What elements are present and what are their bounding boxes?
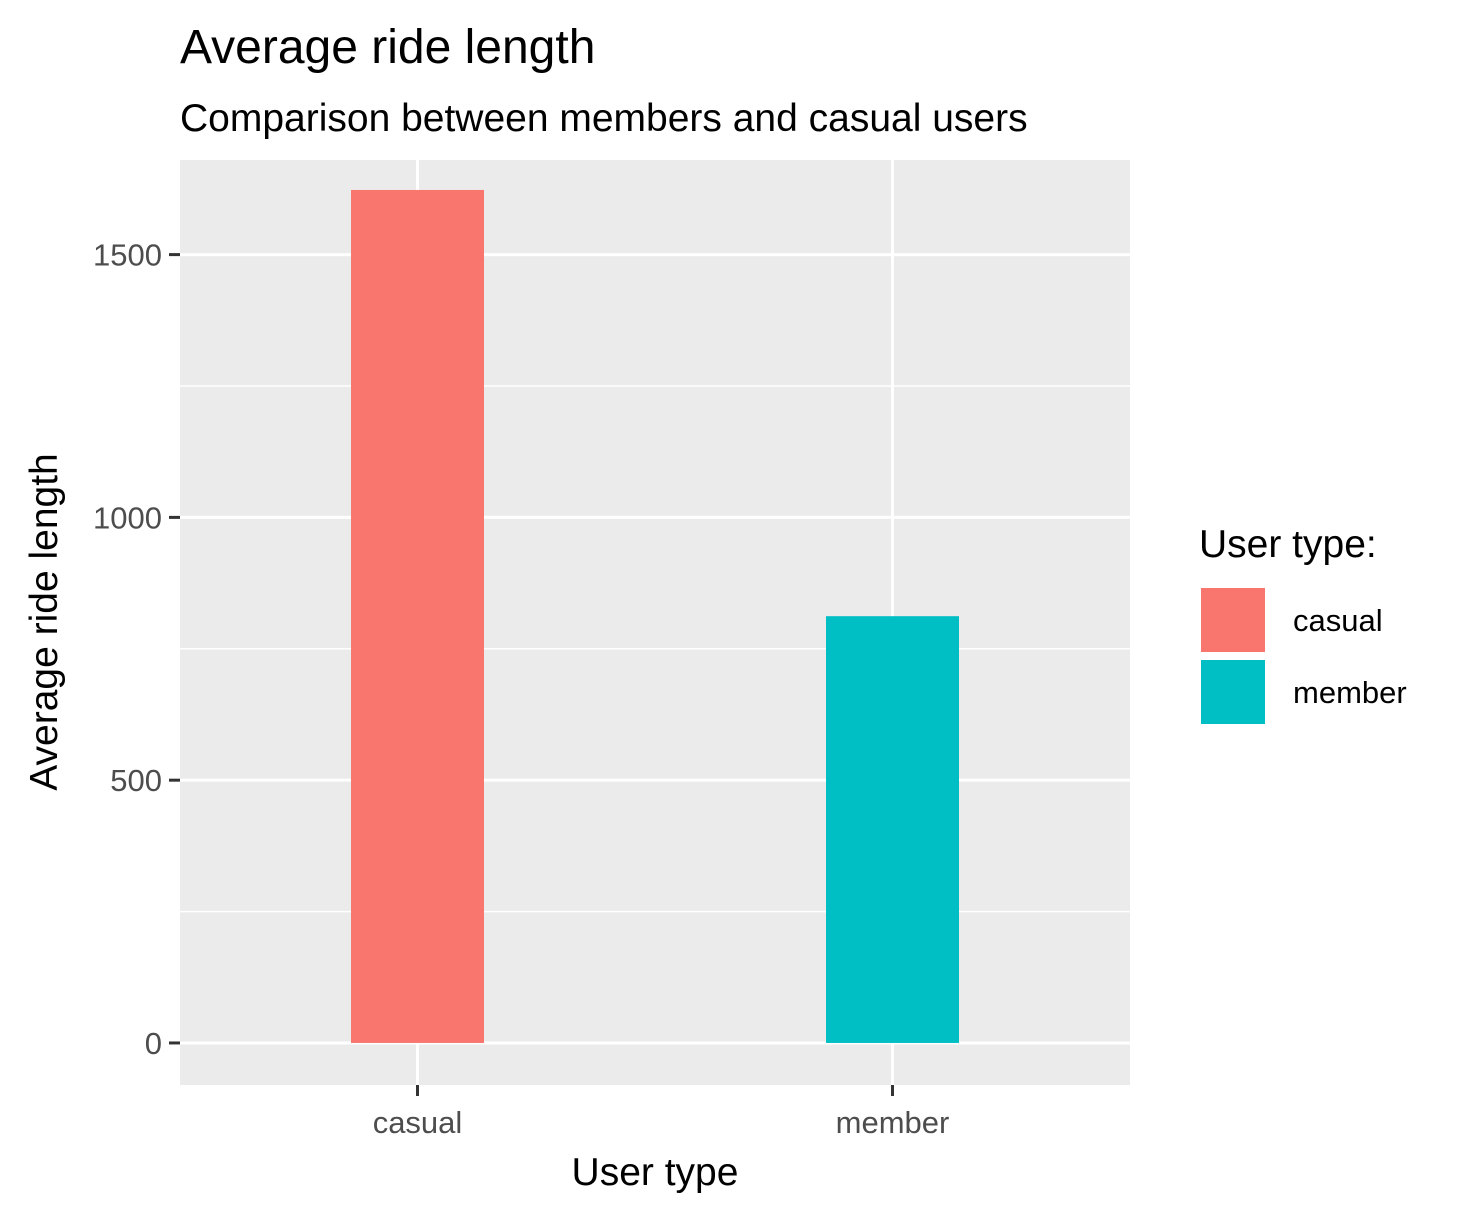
- chart-subtitle: Comparison between members and casual us…: [180, 97, 1028, 140]
- y-axis-title: Average ride length: [23, 453, 66, 791]
- legend: User type: casual member: [1199, 523, 1407, 726]
- y-tick-label: 1500: [93, 238, 162, 273]
- legend-key-casual: [1199, 586, 1267, 654]
- bars: [351, 189, 959, 1043]
- y-tick-label: 1000: [93, 500, 162, 535]
- plot-panel: [180, 160, 1130, 1085]
- x-axis: casual member: [373, 1085, 950, 1140]
- chart-title: Average ride length: [180, 21, 595, 74]
- x-tick-label: casual: [373, 1105, 463, 1140]
- bar-member: [826, 616, 959, 1043]
- legend-key-member: [1199, 658, 1267, 726]
- y-axis: 0 500 1000 1500: [93, 238, 180, 1061]
- legend-title: User type:: [1199, 523, 1377, 566]
- legend-label-casual: casual: [1293, 603, 1383, 638]
- x-axis-title: User type: [572, 1151, 739, 1194]
- y-tick-label: 500: [110, 763, 162, 798]
- y-tick-label: 0: [145, 1026, 162, 1061]
- x-tick-label: member: [836, 1105, 950, 1140]
- legend-label-member: member: [1293, 675, 1407, 710]
- minor-gridlines: [180, 385, 1130, 913]
- bar-casual: [351, 189, 484, 1043]
